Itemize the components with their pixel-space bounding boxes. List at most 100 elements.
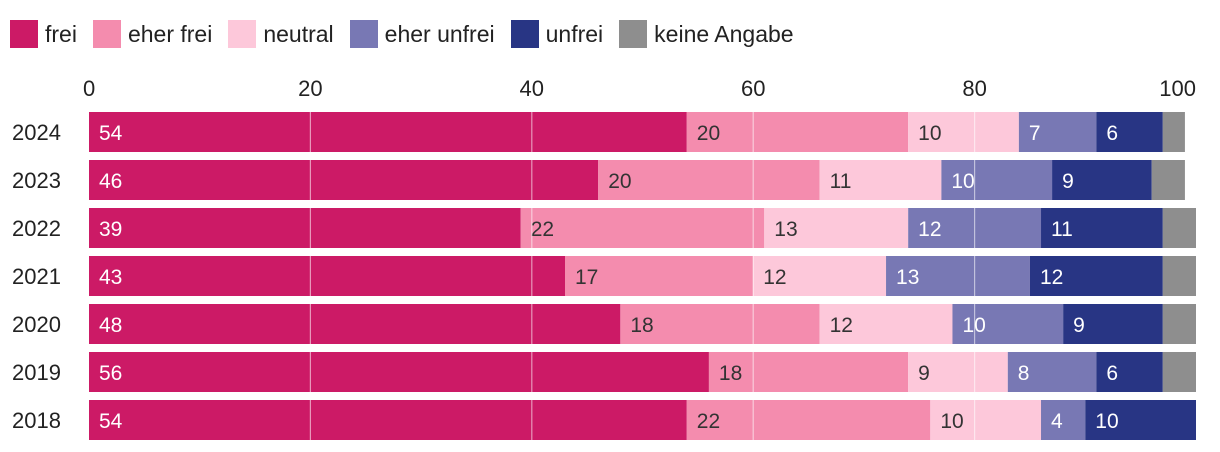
- legend-label: eher unfrei: [384, 20, 495, 47]
- bar-segment: [952, 304, 1064, 344]
- bar-segment: [1162, 304, 1196, 344]
- bar-segment: [764, 208, 909, 248]
- bar-segment: [1162, 352, 1196, 392]
- x-tick-label: 100: [1159, 76, 1196, 101]
- data-label: 18: [719, 362, 742, 385]
- legend-item-5: keine Angabe: [619, 20, 794, 48]
- bar-segment: [1162, 208, 1196, 248]
- legend-item-1: eher frei: [92, 20, 213, 48]
- bar-segment: [819, 304, 953, 344]
- data-label: 12: [1040, 266, 1063, 289]
- bar-segment: [89, 400, 687, 440]
- bar-segment: [886, 256, 1030, 296]
- data-label: 22: [697, 410, 720, 433]
- bar-segment: [89, 160, 599, 200]
- data-label: 13: [896, 266, 919, 289]
- legend-item-2: neutral: [228, 20, 334, 48]
- bar-segment: [1162, 112, 1185, 152]
- data-label: 10: [1095, 410, 1118, 433]
- year-label-2024: 2024: [12, 120, 61, 145]
- bar-segment: [1096, 352, 1163, 392]
- legend: frei eher frei neutral eher unfrei unfrei kei…: [10, 18, 810, 50]
- data-label: 56: [99, 362, 122, 385]
- bar-segment: [908, 112, 1019, 152]
- legend-swatch: [228, 20, 257, 48]
- legend-swatch: [10, 20, 38, 48]
- bar-segment: [620, 304, 820, 344]
- bar-segment: [908, 352, 1008, 392]
- bar-segment: [1029, 256, 1163, 296]
- data-label: 48: [99, 314, 122, 337]
- x-tick-label: 0: [83, 76, 95, 101]
- bar-segment: [1151, 160, 1185, 200]
- year-label-2023: 2023: [12, 168, 61, 193]
- bar-segment: [686, 400, 931, 440]
- bar-segment: [1018, 112, 1097, 152]
- data-label: 12: [763, 266, 786, 289]
- year-label-2022: 2022: [12, 216, 61, 241]
- data-label: 18: [630, 314, 653, 337]
- bar-segment: [1052, 160, 1152, 200]
- bar-segment: [686, 112, 909, 152]
- data-label: 54: [99, 410, 123, 433]
- data-label: 10: [951, 170, 974, 193]
- legend-swatch: [510, 20, 539, 48]
- legend-item-0: frei: [10, 20, 77, 48]
- bar-segment: [89, 304, 621, 344]
- bar-segment: [520, 208, 765, 248]
- bar-segment: [1096, 112, 1163, 152]
- data-label: 9: [918, 362, 930, 385]
- data-label: 10: [918, 122, 941, 145]
- year-label-2019: 2019: [12, 360, 61, 385]
- bar-segment: [941, 160, 1053, 200]
- x-tick-label: 20: [298, 76, 322, 101]
- bar-segment: [89, 256, 566, 296]
- legend-label: eher frei: [127, 20, 213, 47]
- data-label: 11: [1051, 218, 1073, 241]
- legend-swatch: [619, 20, 648, 48]
- bar-segment: [930, 400, 1042, 440]
- data-label: 9: [1062, 170, 1074, 193]
- data-label: 12: [918, 218, 941, 241]
- data-label: 20: [608, 170, 631, 193]
- bar-segment: [1041, 400, 1086, 440]
- legend-label: keine Angabe: [654, 20, 794, 47]
- data-label: 22: [531, 218, 554, 241]
- legend-item-4: unfrei: [510, 20, 603, 48]
- data-label: 8: [1018, 362, 1030, 385]
- data-label: 9: [1073, 314, 1085, 337]
- bar-segment: [708, 352, 909, 392]
- data-label: 6: [1106, 362, 1118, 385]
- legend-swatch: [349, 20, 378, 48]
- data-label: 6: [1106, 122, 1118, 145]
- year-label-2021: 2021: [12, 264, 61, 289]
- data-label: 54: [99, 122, 123, 145]
- bar-segment: [753, 256, 887, 296]
- year-label-2020: 2020: [12, 312, 61, 337]
- legend-swatch: [92, 20, 121, 48]
- bar-segment: [89, 208, 521, 248]
- data-label: 13: [774, 218, 797, 241]
- bar-segment: [1007, 352, 1097, 392]
- legend-label: neutral: [263, 20, 334, 47]
- bar-segment: [89, 352, 709, 392]
- data-label: 7: [1029, 122, 1041, 145]
- bar-segment: [1162, 256, 1196, 296]
- legend-item-3: eher unfrei: [349, 20, 495, 48]
- data-label: 20: [697, 122, 720, 145]
- bar-segment: [598, 160, 820, 200]
- data-label: 11: [830, 170, 852, 193]
- legend-label: frei: [45, 20, 77, 47]
- year-label-2018: 2018: [12, 408, 61, 433]
- bar-segment: [565, 256, 754, 296]
- bar-segment: [1041, 208, 1163, 248]
- bar-segment: [1085, 400, 1196, 440]
- bar-segment: [89, 112, 687, 152]
- data-label: 39: [99, 218, 122, 241]
- data-label: 4: [1051, 410, 1063, 433]
- bar-segment: [1063, 304, 1163, 344]
- x-tick-label: 40: [520, 76, 544, 101]
- x-tick-label: 80: [962, 76, 986, 101]
- x-tick-label: 60: [741, 76, 765, 101]
